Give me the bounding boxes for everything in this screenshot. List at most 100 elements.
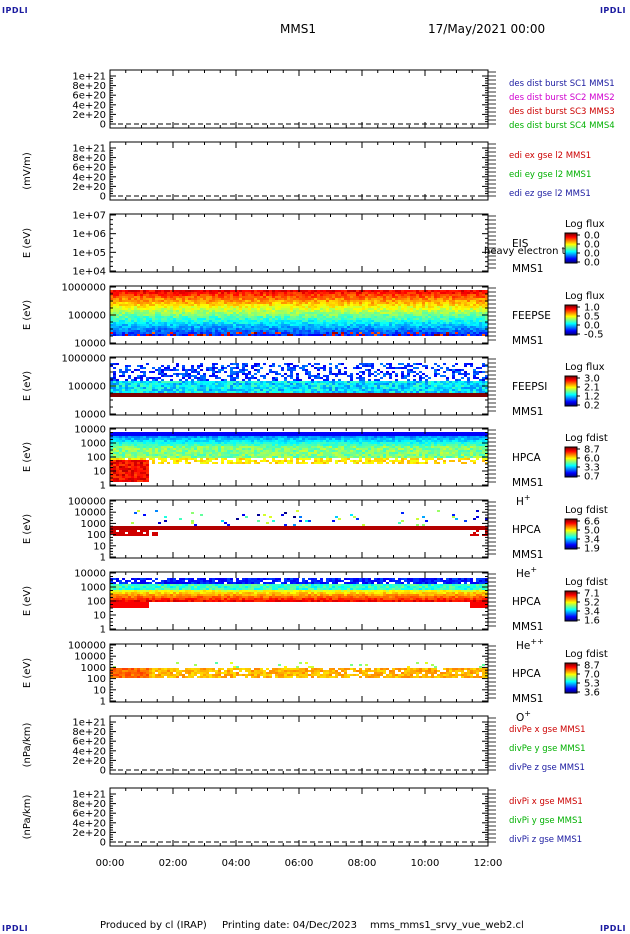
y-tick-label: 4e+20 <box>72 818 106 829</box>
spectrogram-cells <box>110 432 488 482</box>
y-tick-label: 1000 <box>81 519 106 530</box>
spacecraft-label: MMS1 <box>512 549 543 561</box>
y-tick-label: 4e+20 <box>72 172 106 183</box>
spacecraft-title: MMS1 <box>280 22 316 36</box>
y-axis-label: E (eV) <box>22 442 33 472</box>
instrument-label: EIS <box>512 238 529 250</box>
spacecraft-label: MMS1 <box>512 693 543 705</box>
x-tick-label: 10:00 <box>411 858 440 869</box>
species-label: He++ <box>516 637 544 652</box>
colorbar-frame <box>564 446 578 478</box>
y-tick-label: 6e+20 <box>72 91 106 102</box>
colorbar-tick-label: 6.6 <box>584 517 600 528</box>
colorbar-tick-label: 0.2 <box>584 401 600 412</box>
colorbar-title: Log fdist <box>565 505 608 516</box>
colorbar-tick-label: 3.3 <box>584 463 600 474</box>
colorbar-title: Log flux <box>565 362 605 373</box>
panel-frame <box>109 213 489 273</box>
colorbar-tick-label: 1.2 <box>584 392 600 403</box>
legend-entry: des dist burst SC2 MMS2 <box>509 93 615 103</box>
legend-entry: divPi y gse MMS1 <box>509 816 583 826</box>
colorbar-tick-label: 0.0 <box>584 249 600 260</box>
y-tick-label: 100 <box>87 453 106 464</box>
x-tick-label: 12:00 <box>474 858 503 869</box>
colorbar-tick-label: 0.0 <box>584 231 600 242</box>
y-tick-label: 100 <box>87 597 106 608</box>
instrument-label: HPCA <box>512 452 542 464</box>
colorbar-tick-label: 1.0 <box>584 303 600 314</box>
y-tick-label: 8e+20 <box>72 727 106 738</box>
footer-printing-date: Printing date: 04/Dec/2023 <box>222 920 358 931</box>
colorbar-tick-label: 1.9 <box>584 544 600 555</box>
instrument-label: HPCA <box>512 596 542 608</box>
panel-frame <box>109 715 489 775</box>
colorbar-tick-label: -0.5 <box>584 330 604 341</box>
colorbar-tick-label: 7.1 <box>584 589 600 600</box>
instrument-label: FEEPSE <box>512 310 551 322</box>
y-tick-label: 8e+20 <box>72 153 106 164</box>
legend-entry: edi ey gse l2 MMS1 <box>509 170 591 180</box>
y-tick-label: 8e+20 <box>72 81 106 92</box>
y-tick-label: 1 <box>100 697 106 708</box>
y-tick-label: 1e+21 <box>72 72 106 83</box>
y-tick-label: 10 <box>93 685 106 696</box>
y-tick-label: 1000 <box>81 583 106 594</box>
legend-entry: divPi x gse MMS1 <box>509 797 583 807</box>
y-tick-label: 10 <box>93 611 106 622</box>
x-tick-label: 04:00 <box>222 858 251 869</box>
colorbar-tick-label: 3.6 <box>584 688 600 699</box>
panel-frame <box>109 141 489 201</box>
legend-entry: des dist burst SC3 MMS3 <box>509 107 615 117</box>
spacecraft-label: MMS1 <box>512 621 543 633</box>
legend-entry: divPe x gse MMS1 <box>509 725 586 735</box>
spacecraft-label: MMS1 <box>512 335 543 347</box>
spacecraft-label: MMS1 <box>512 406 543 418</box>
instrument-label: FEEPSI <box>512 381 547 393</box>
footer-file-name: mms_mms1_srvy_vue_web2.cl <box>370 920 524 931</box>
legend-entry: edi ez gse l2 MMS1 <box>509 189 591 199</box>
y-tick-label: 6e+20 <box>72 737 106 748</box>
y-tick-label: 10 <box>93 541 106 552</box>
colorbar-tick-label: 5.3 <box>584 679 600 690</box>
y-tick-label: 1e+07 <box>72 211 106 222</box>
x-tick-label: 02:00 <box>159 858 188 869</box>
x-tick-label: 06:00 <box>285 858 314 869</box>
spacecraft-label: MMS1 <box>512 263 543 275</box>
colorbar <box>565 233 577 264</box>
colorbar-title: Log fdist <box>565 433 608 444</box>
colorbar <box>565 376 577 407</box>
legend-entry: edi ex gse l2 MMS1 <box>509 151 591 161</box>
panel-4: 1000000 100000 10000 E (eV) FEEPSE MMS1 Log fl… <box>22 283 605 350</box>
colorbar <box>565 591 577 622</box>
corner-label-bottom-left: IPDLI <box>2 924 29 933</box>
y-axis-label: E (eV) <box>22 300 33 330</box>
panel-6: 10000 1000 100 10 1 E (eV) HPCA MMS1 H+ Log fdist… <box>22 425 608 509</box>
y-tick-label: 0 <box>100 838 106 849</box>
y-tick-label: 8e+20 <box>72 799 106 810</box>
colorbar-title: Log flux <box>565 219 605 230</box>
species-label: H+ <box>516 493 531 508</box>
colorbar-tick-label: 0.0 <box>584 321 600 332</box>
y-axis-label: E (eV) <box>22 658 33 688</box>
y-tick-label: 6e+20 <box>72 163 106 174</box>
y-tick-label: 1e+06 <box>72 229 106 240</box>
y-axis-label: E (eV) <box>22 371 33 401</box>
y-tick-label: 100000 <box>68 311 106 322</box>
legend-entry: des dist burst SC1 MMS1 <box>509 79 615 89</box>
instrument-label: HPCA <box>512 524 542 536</box>
y-tick-label: 1e+21 <box>72 144 106 155</box>
colorbar-tick-label: 1.6 <box>584 616 600 627</box>
date-title: 17/May/2021 00:00 <box>428 22 546 36</box>
y-tick-label: 0 <box>100 120 106 131</box>
overlap-label: heavy electron to <box>484 246 572 257</box>
y-axis-label: E (eV) <box>22 228 33 258</box>
x-tick-label: 00:00 <box>96 858 125 869</box>
colorbar-frame <box>564 304 578 336</box>
colorbar <box>565 447 577 478</box>
panel-frame <box>109 69 489 129</box>
y-tick-label: 10000 <box>74 425 106 436</box>
